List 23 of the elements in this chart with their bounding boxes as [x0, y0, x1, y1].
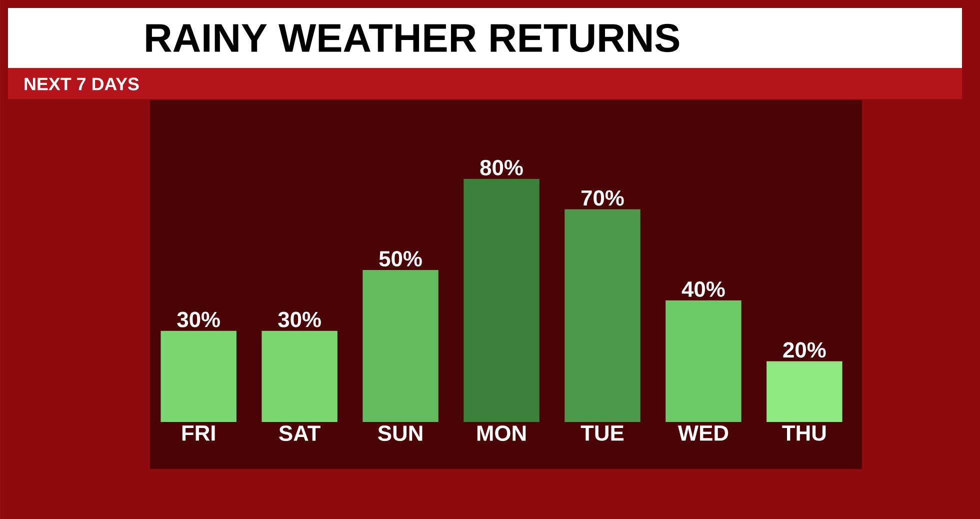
data-label: 50%: [379, 250, 422, 267]
bar: [160, 330, 236, 422]
chart-subtitle: NEXT 7 DAYS: [24, 78, 139, 90]
x-tick-label: FRI: [182, 426, 215, 441]
data-label: 30%: [278, 312, 321, 328]
data-label: 20%: [783, 342, 826, 358]
x-tick-label: SAT: [279, 425, 320, 442]
chart-title: RAINY WEATHER RETURNS: [146, 24, 680, 52]
x-tick-label: SUN: [378, 425, 422, 442]
bar: [464, 178, 540, 422]
x-tick-label: MON: [477, 425, 526, 442]
x-tick-label: TUE: [580, 426, 624, 441]
x-tick-label: THU: [782, 426, 826, 441]
bar: [262, 330, 338, 422]
x-tick-label: WED: [678, 426, 728, 441]
bar: [362, 270, 438, 422]
data-label: 40%: [682, 281, 725, 297]
bar: [564, 209, 640, 422]
data-label: 80%: [480, 160, 523, 176]
data-label: 30%: [177, 312, 220, 328]
bar: [766, 361, 842, 422]
data-label: 70%: [581, 190, 624, 206]
bar: [666, 300, 742, 422]
